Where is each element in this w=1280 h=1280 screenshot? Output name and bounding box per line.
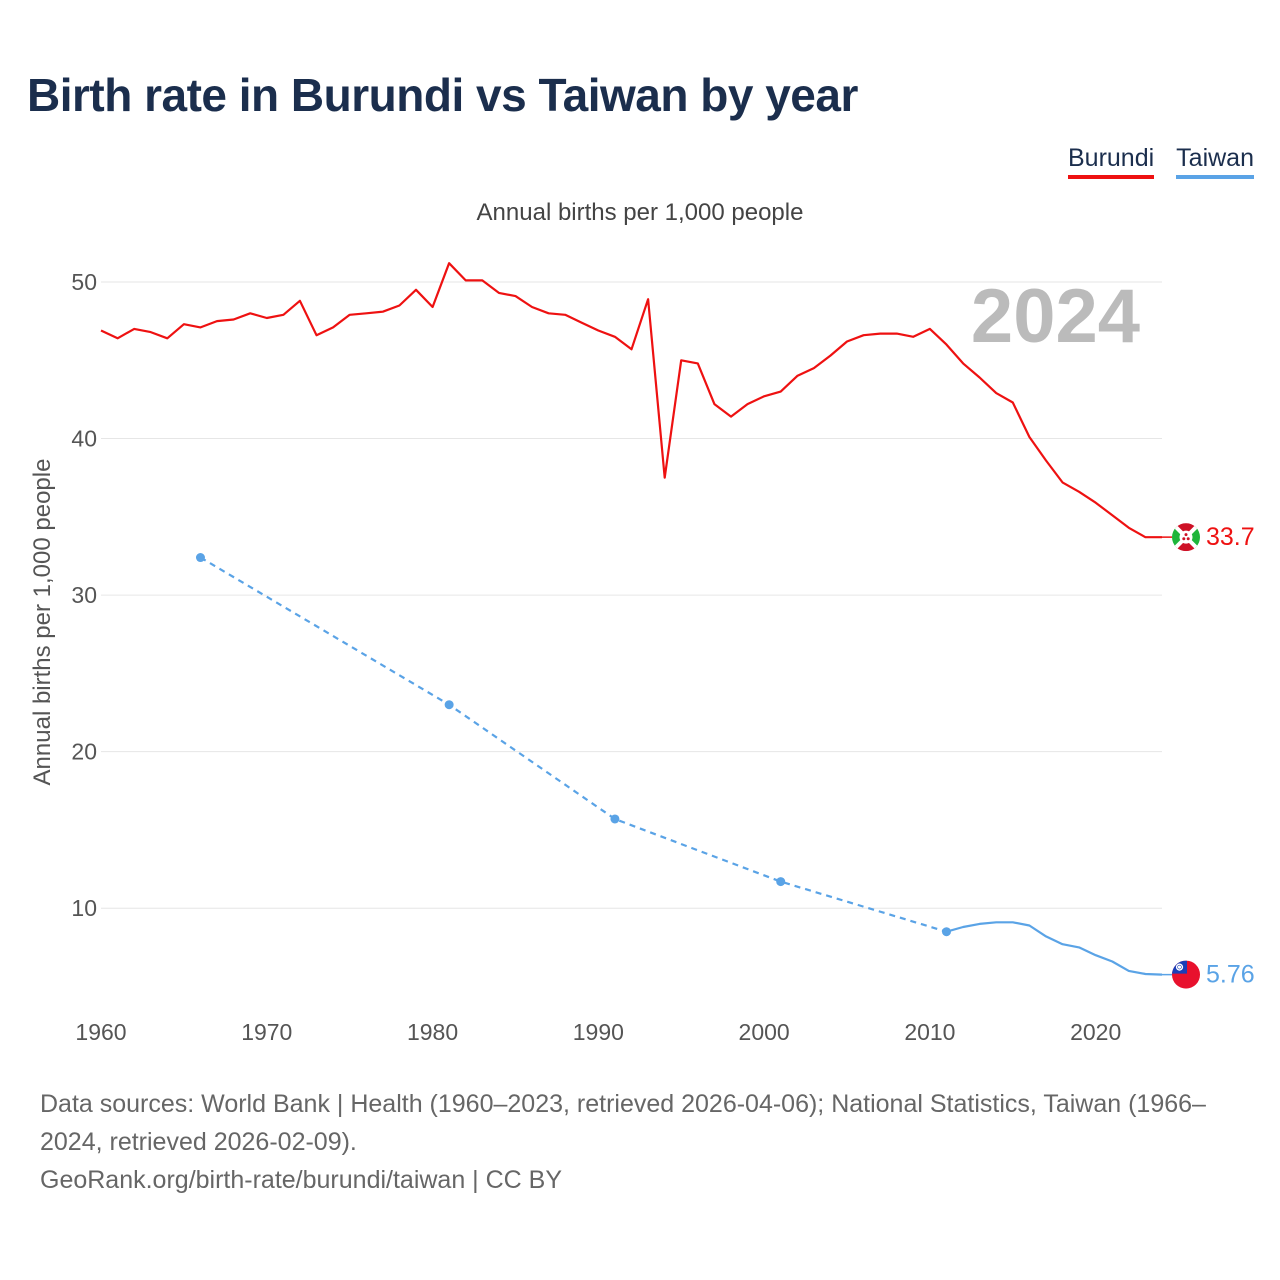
- data-sources: Data sources: World Bank | Health (1960–…: [40, 1090, 1206, 1156]
- x-tick-label-1960: 1960: [75, 1019, 126, 1045]
- legend: Burundi Taiwan: [1068, 144, 1254, 179]
- chart: Annual births per 1,000 people 2024 Annu…: [29, 199, 1255, 1045]
- y-axis-ticks: 10 20 30 40 50: [71, 269, 97, 921]
- y-tick-label-50: 50: [71, 269, 97, 295]
- series-line-taiwan: [946, 921, 1163, 976]
- footer: Data sources: World Bank | Health (1960–…: [40, 1085, 1250, 1199]
- data-point-taiwan-2011: [941, 927, 951, 937]
- page-title: Birth rate in Burundi vs Taiwan by year: [27, 69, 858, 121]
- burundi-flag-icon: [1172, 523, 1200, 552]
- series-line-taiwan-dashed: [199, 556, 947, 933]
- end-value-taiwan: 5.76: [1206, 961, 1255, 989]
- x-tick-label-2000: 2000: [739, 1019, 790, 1045]
- grid-lines: [101, 281, 1162, 909]
- x-tick-label-2010: 2010: [904, 1019, 955, 1045]
- credit-line: GeoRank.org/birth-rate/burundi/taiwan | …: [40, 1166, 563, 1194]
- series-layer: [100, 262, 1186, 976]
- data-point-taiwan-1991: [610, 814, 620, 824]
- data-point-taiwan-2001: [776, 877, 786, 887]
- x-tick-label-1990: 1990: [573, 1019, 624, 1045]
- series-line-burundi: [100, 262, 1162, 539]
- data-point-taiwan-1981: [444, 700, 454, 710]
- end-labels: 33.7 5.76: [1172, 523, 1255, 989]
- y-tick-label-40: 40: [71, 426, 97, 452]
- x-tick-label-1980: 1980: [407, 1019, 458, 1045]
- x-tick-label-1970: 1970: [241, 1019, 292, 1045]
- taiwan-flag-icon: [1172, 960, 1200, 989]
- y-tick-label-20: 20: [71, 739, 97, 765]
- legend-item-taiwan[interactable]: Taiwan: [1176, 144, 1254, 179]
- y-axis-label: Annual births per 1,000 people: [29, 459, 56, 786]
- x-axis-ticks: 1960 1970 1980 1990 2000 2010 2020: [75, 1019, 1121, 1045]
- end-value-burundi: 33.7: [1206, 523, 1255, 551]
- x-tick-label-2020: 2020: [1070, 1019, 1121, 1045]
- year-label: 2024: [971, 274, 1140, 359]
- legend-item-burundi[interactable]: Burundi: [1068, 144, 1155, 179]
- chart-subtitle: Annual births per 1,000 people: [477, 199, 804, 226]
- y-tick-label-10: 10: [71, 895, 97, 921]
- data-point-taiwan-1966: [195, 553, 205, 563]
- y-tick-label-30: 30: [71, 582, 97, 608]
